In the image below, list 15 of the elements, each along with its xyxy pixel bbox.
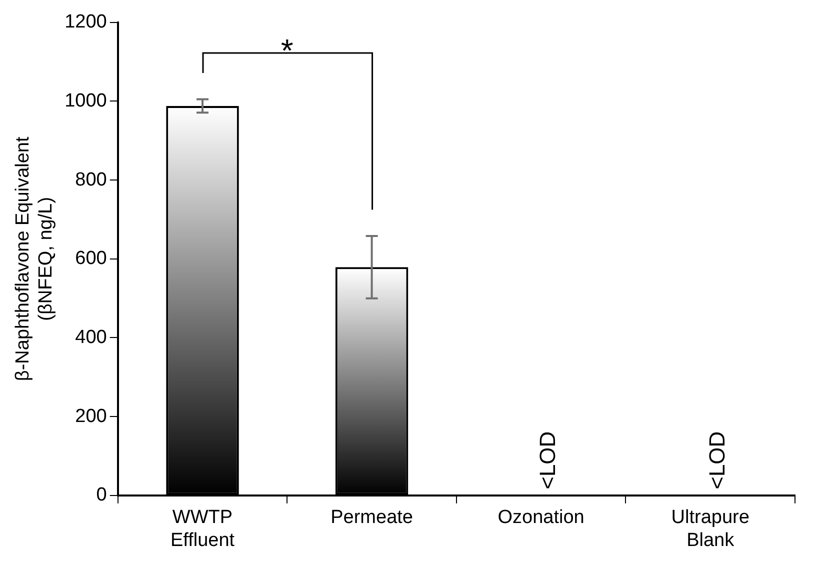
annotation: *	[280, 32, 294, 68]
y-tick-label: 400	[75, 326, 107, 348]
x-tick-label: WWTP Effluent	[170, 507, 236, 551]
text: <LOD	[704, 431, 730, 490]
y-tick-label: 600	[75, 248, 107, 270]
text: <LOD	[535, 431, 560, 490]
y-tick-label: 800	[75, 169, 107, 190]
x-tick-label: Permeate	[330, 507, 413, 528]
y-tick-label: 1000	[64, 90, 107, 112]
x-tick-label: Ozonation	[498, 507, 584, 528]
y-axis-title: β-Naphthoflavone Equivalent (βNFEQ, ng/L)	[12, 136, 56, 382]
y-tick-label: 1200	[64, 12, 107, 33]
y-tick-label: 0	[96, 484, 107, 506]
x-tick-label: Ultrapure Blank	[671, 507, 750, 551]
y-tick-label: 200	[75, 406, 107, 427]
